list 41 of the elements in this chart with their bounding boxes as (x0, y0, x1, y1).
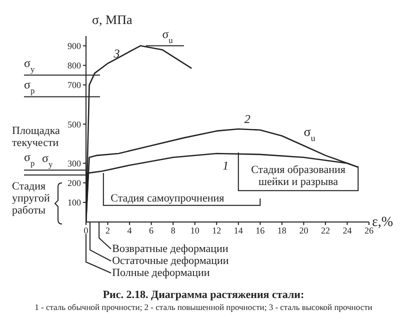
series-label: 3 (112, 46, 120, 60)
ref-line-label: σ$_{p}$ (24, 150, 35, 168)
y-tick-label: 800 (68, 60, 82, 71)
ref-line-label: σ$_{y}$ (24, 56, 36, 74)
text: Остаточные деформации (112, 255, 229, 267)
text: Стадия упругой работы (12, 180, 50, 217)
y-axis-title: σ, МПа (92, 12, 132, 27)
ref-line-label: σ$_{p}$ (24, 78, 35, 96)
x-tick-label: 18 (277, 225, 287, 236)
text: Возвратные деформации (112, 243, 228, 255)
x-axis-title: ε,% (372, 215, 394, 230)
ref-line-label: σ$_{y}$ (42, 151, 54, 169)
x-tick-label: 22 (320, 225, 330, 236)
x-tick-label: 4 (127, 225, 132, 236)
text: 1 - сталь обычной прочности; 2 - сталь повышенной прочности; 3 - сталь высокой прочности (34, 302, 373, 312)
annotation: Стадия самоупрочнения (110, 192, 224, 204)
x-tick-label: 14 (234, 225, 244, 236)
x-tick-label: 24 (342, 225, 352, 236)
text: Площадка текучести (12, 125, 60, 150)
y-tick-label: 300 (68, 158, 82, 168)
y-tick-label: 700 (68, 80, 82, 90)
ref-line-label: σ$_{u}$ (162, 26, 174, 44)
series-label: 1 (222, 158, 229, 172)
annotation: σ$_{u}$ (304, 124, 316, 143)
y-tick-label: 900 (68, 40, 82, 51)
x-tick-label: 2 (106, 225, 110, 236)
x-tick-label: 26 (364, 225, 374, 236)
x-tick-label: 8 (170, 225, 176, 236)
x-tick-label: 16 (256, 225, 266, 236)
x-tick-label: 10 (190, 225, 200, 236)
x-tick-label: 6 (149, 225, 154, 236)
x-tick-label: 20 (299, 225, 309, 236)
y-tick-label: 500 (68, 119, 82, 130)
text: Рис. 2.18. Диаграмма растяжения стали: (102, 289, 304, 301)
text: Полные деформации (112, 267, 210, 279)
x-tick-label: 0 (84, 225, 89, 236)
series-label: 2 (244, 112, 250, 126)
y-tick-label: 200 (68, 178, 82, 188)
annotation: Стадия образования шейки и разрыва (251, 164, 346, 188)
x-tick-label: 12 (212, 225, 222, 236)
y-tick-label: 100 (68, 198, 82, 208)
